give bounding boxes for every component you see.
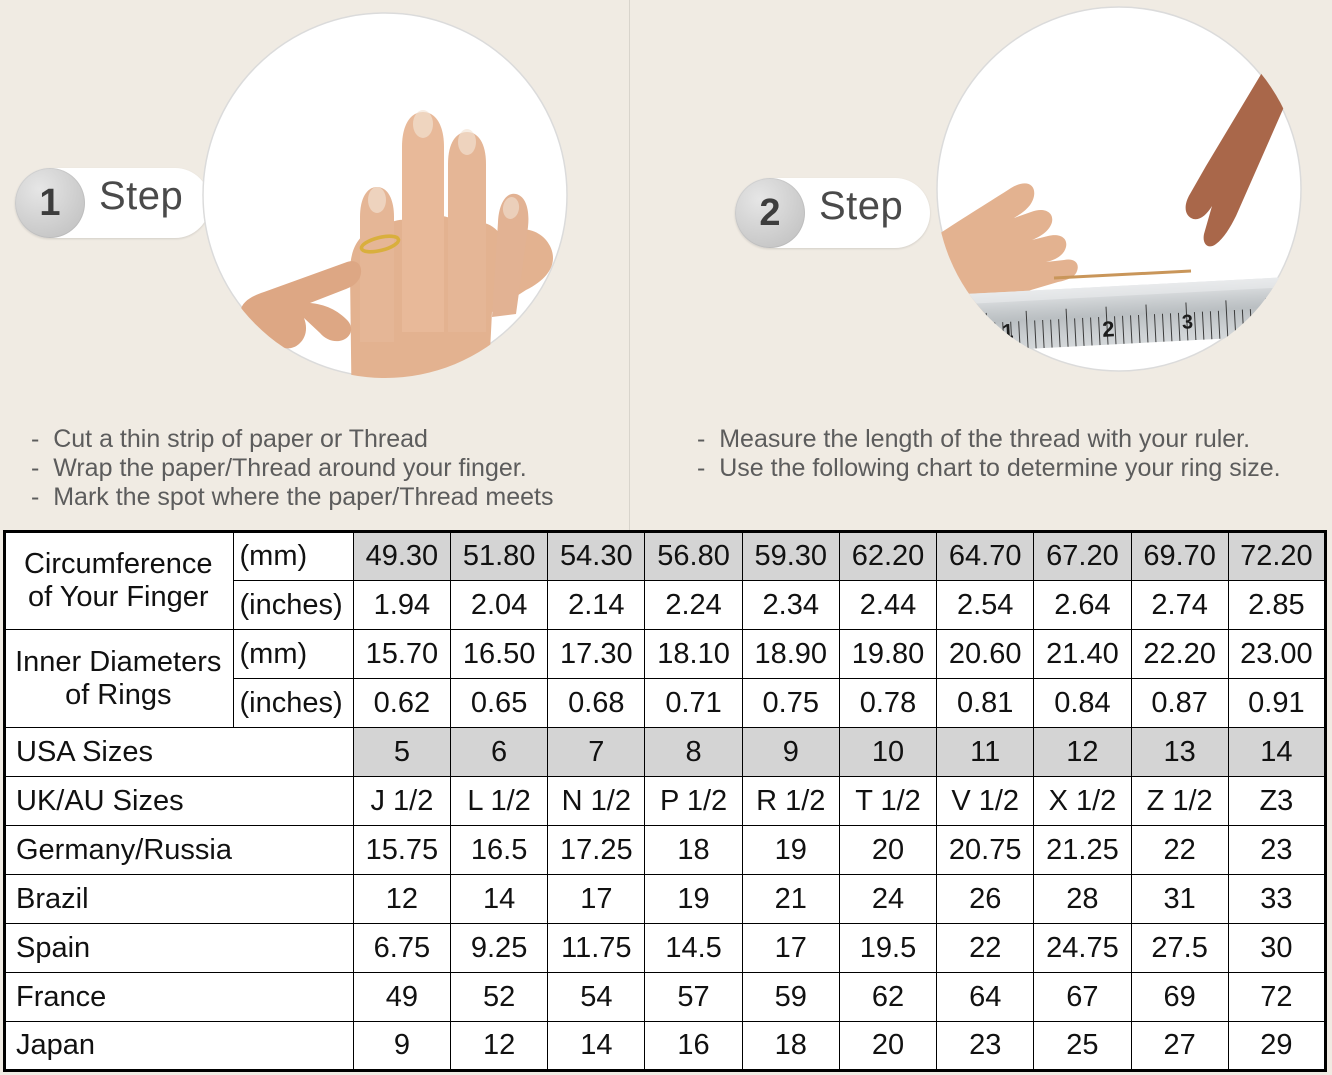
svg-text:1: 1 xyxy=(1002,321,1014,344)
svg-text:3: 3 xyxy=(1181,311,1193,334)
svg-text:2: 2 xyxy=(1102,316,1116,342)
